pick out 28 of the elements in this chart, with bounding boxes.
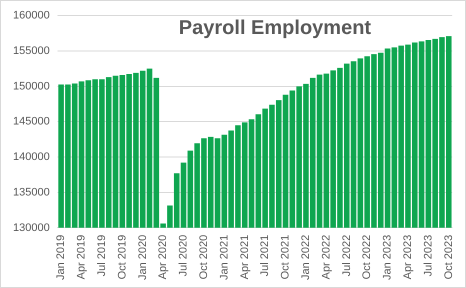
y-tick-label: 135000 xyxy=(12,186,50,198)
x-tick-label: Jan 2021 xyxy=(218,234,230,280)
x-tick-label: Oct 2020 xyxy=(198,234,210,280)
y-tick-label: 155000 xyxy=(12,44,50,57)
x-tick-label: Oct 2022 xyxy=(361,234,374,280)
x-tick-label: Apr 2019 xyxy=(76,234,88,280)
x-tick-label: Jul 2021 xyxy=(259,234,272,276)
x-tick-label: Oct 2021 xyxy=(280,234,292,280)
x-tick-label: Apr 2022 xyxy=(320,234,332,280)
x-tick-label: Jul 2019 xyxy=(96,234,108,276)
x-tick-label: Oct 2023 xyxy=(442,234,455,280)
x-tick-label: Jan 2023 xyxy=(382,234,394,280)
y-tick-label: 145000 xyxy=(12,116,50,128)
x-tick-label: Apr 2020 xyxy=(157,234,170,280)
x-tick-label: Apr 2023 xyxy=(402,234,414,280)
chart-title: Payroll Employment xyxy=(178,17,372,40)
x-tick-label: Jul 2023 xyxy=(422,234,434,276)
y-tick-label: 140000 xyxy=(12,151,50,164)
x-tick-label: Jan 2022 xyxy=(300,234,312,280)
x-tick-label: Jul 2020 xyxy=(178,234,190,276)
x-tick-label: Apr 2021 xyxy=(238,234,251,280)
x-tick-label: Jan 2019 xyxy=(55,234,68,280)
y-tick-label: 130000 xyxy=(12,222,50,234)
y-tick-label: 150000 xyxy=(12,80,50,92)
x-tick-label: Jan 2020 xyxy=(136,234,149,280)
y-tick-label: 160000 xyxy=(12,10,50,22)
x-tick-label: Oct 2019 xyxy=(116,234,128,280)
x-tick-label: Jul 2022 xyxy=(340,234,353,276)
